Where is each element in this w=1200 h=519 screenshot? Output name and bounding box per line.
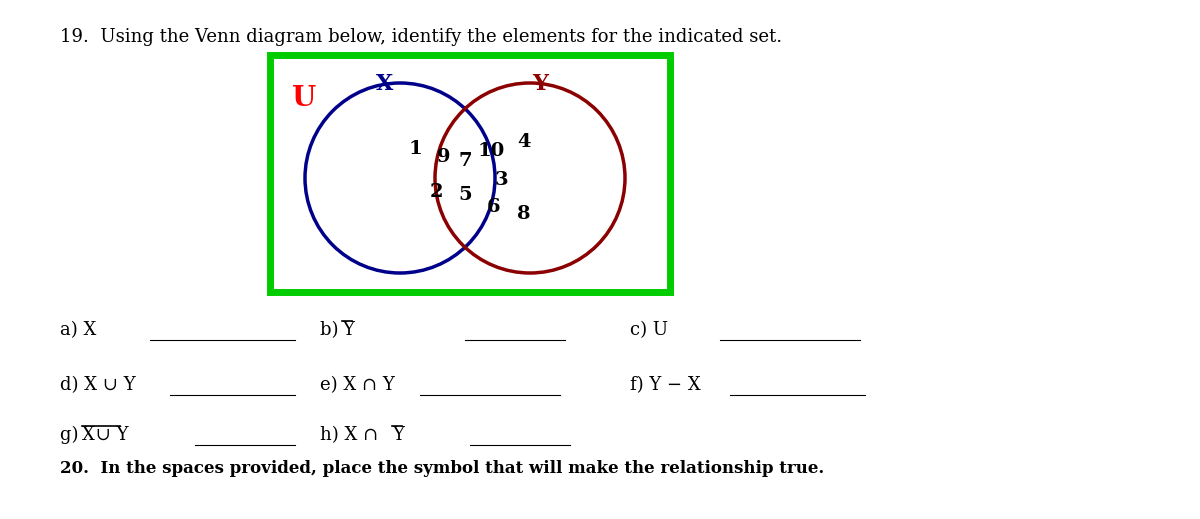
Text: e) X ∩ Y: e) X ∩ Y <box>320 376 395 394</box>
Text: a) X: a) X <box>60 321 96 339</box>
Text: h) X ∩: h) X ∩ <box>320 426 384 444</box>
Text: 19.  Using the Venn diagram below, identify the elements for the indicated set.: 19. Using the Venn diagram below, identi… <box>60 28 782 46</box>
Text: Y: Y <box>342 321 354 339</box>
Text: 7: 7 <box>458 152 472 170</box>
Text: f) Y − X: f) Y − X <box>630 376 701 394</box>
Bar <box>270 55 670 292</box>
Text: X: X <box>377 73 394 95</box>
Text: 1: 1 <box>409 141 422 158</box>
Text: b): b) <box>320 321 344 339</box>
Text: 5: 5 <box>458 186 472 204</box>
Text: 8: 8 <box>517 205 530 223</box>
Text: 20.  In the spaces provided, place the symbol that will make the relationship tr: 20. In the spaces provided, place the sy… <box>60 460 824 477</box>
Text: ∪ Y: ∪ Y <box>90 426 128 444</box>
Text: U: U <box>292 85 317 112</box>
Text: 4: 4 <box>517 133 530 151</box>
Text: 3: 3 <box>494 171 508 189</box>
Text: Y: Y <box>392 426 404 444</box>
Text: X: X <box>82 426 95 444</box>
Text: 10: 10 <box>478 142 505 160</box>
Text: d) X ∪ Y: d) X ∪ Y <box>60 376 136 394</box>
Text: g): g) <box>60 426 84 444</box>
Text: 2: 2 <box>430 183 443 201</box>
Text: 6: 6 <box>487 198 500 215</box>
Text: Y: Y <box>532 73 548 95</box>
Text: 9: 9 <box>437 148 451 166</box>
Text: c) U: c) U <box>630 321 668 339</box>
